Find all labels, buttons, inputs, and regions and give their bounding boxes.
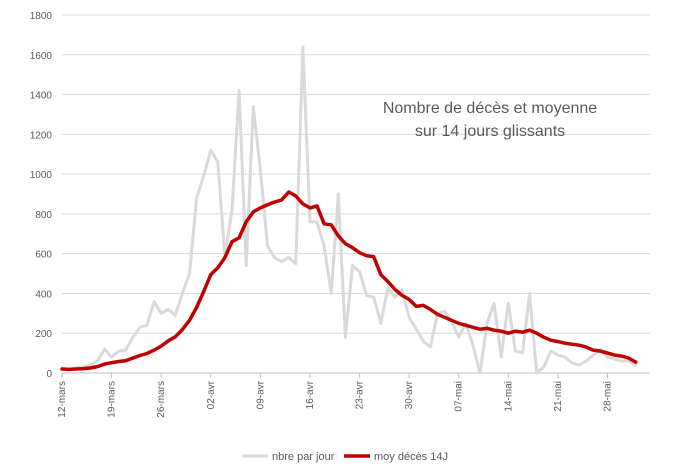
x-tick-label: 12-mars — [57, 381, 68, 418]
series-layer — [60, 45, 638, 375]
chart-title-line-2: sur 14 jours glissants — [415, 123, 565, 140]
legend: nbre par jour moy décès 14J — [242, 451, 448, 463]
legend-label-0: nbre par jour — [272, 451, 335, 463]
x-tick-label: 02-avr — [206, 380, 217, 409]
chart-title-line-1: Nombre de décès et moyenne — [383, 100, 597, 117]
y-tick-label: 1400 — [30, 91, 53, 102]
y-tick-label: 1200 — [30, 130, 53, 141]
x-tick-label: 30-avr — [404, 380, 415, 409]
x-tick-label: 09-avr — [255, 380, 266, 409]
x-axis-ticks: 12-mars 19-mars 26-mars 02-avr 09-avr 16-avr 2… — [57, 373, 613, 418]
y-tick-label: 1800 — [30, 11, 53, 22]
series-line-0 — [60, 45, 638, 375]
x-tick-label: 07-mai — [454, 381, 465, 412]
y-tick-label: 800 — [35, 210, 52, 221]
x-tick-label: 16-avr — [305, 380, 316, 409]
y-tick-label: 1000 — [30, 170, 53, 181]
y-tick-label: 1600 — [30, 51, 53, 62]
series-line-1 — [60, 190, 638, 372]
y-tick-label: 600 — [35, 250, 52, 261]
legend-label-1: moy décès 14J — [374, 451, 448, 463]
x-tick-label: 19-mars — [107, 381, 118, 418]
y-axis-ticks: 0 200 400 600 800 1000 1200 1400 1600 1800 — [30, 11, 53, 380]
x-tick-label: 14-mai — [503, 381, 514, 412]
x-tick-label: 26-mars — [156, 381, 167, 418]
x-tick-label: 28-mai — [602, 381, 613, 412]
y-tick-label: 0 — [46, 369, 52, 380]
y-tick-label: 200 — [35, 329, 52, 340]
x-tick-label: 21-mai — [553, 381, 564, 412]
x-tick-label: 23-avr — [355, 380, 366, 409]
y-tick-label: 400 — [35, 289, 52, 300]
gridlines — [62, 14, 650, 334]
